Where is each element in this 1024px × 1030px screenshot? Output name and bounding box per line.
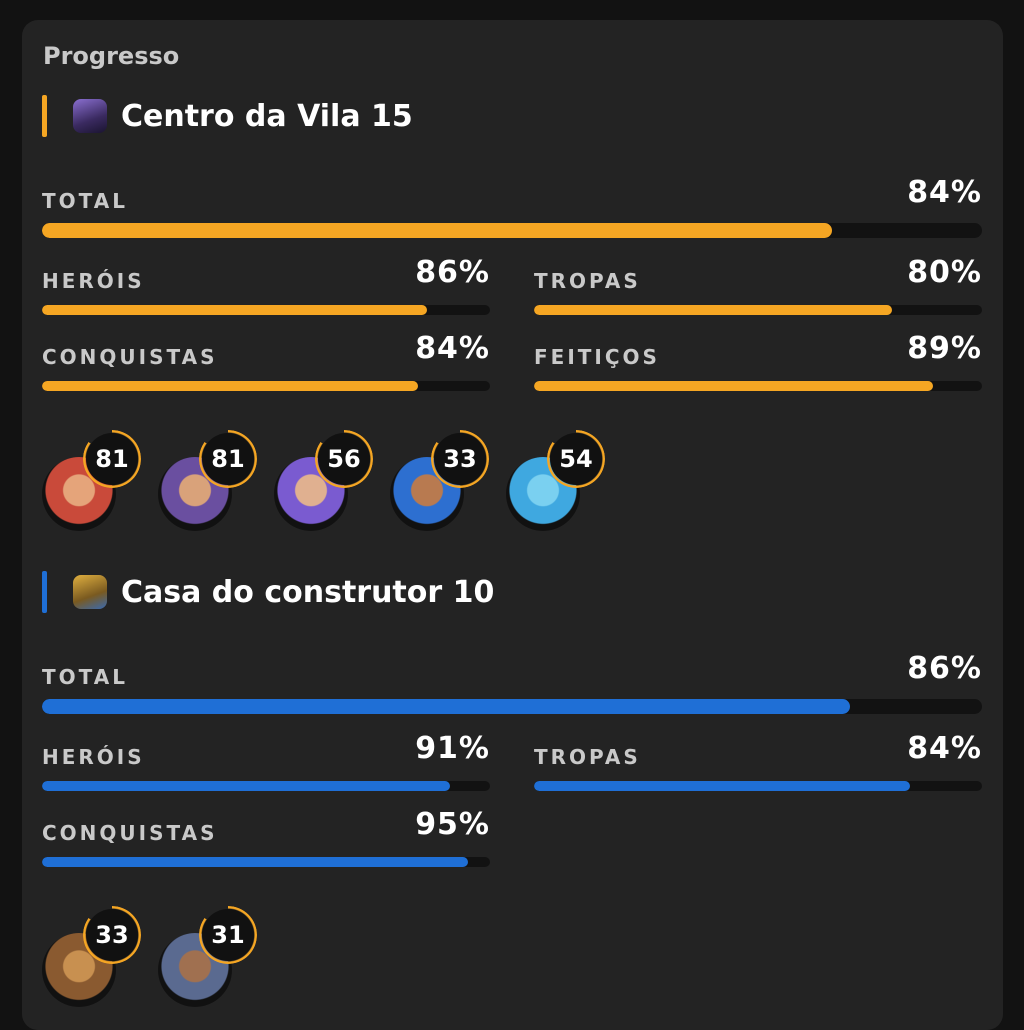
stat-heróis: HERÓIS 86% [42,255,490,315]
level-progress-ring [199,430,257,488]
section-header: Centro da Vila 15 [42,95,413,137]
section-accent-bar [42,95,47,137]
progress-bar [42,305,490,315]
level-progress-ring [83,906,141,964]
hero-level-badge: 54 [547,430,605,488]
stat-label: HERÓIS [42,269,145,293]
progress-bar [534,381,982,391]
level-progress-ring [431,430,489,488]
section-title: Casa do construtor 10 [121,574,495,610]
stat-tropas: TROPAS 80% [534,255,982,315]
stat-heróis: HERÓIS 91% [42,731,490,791]
stat-percent: 95% [415,807,490,842]
progress-bar [42,781,490,791]
stat-percent: 86% [415,255,490,290]
progress-bar-fill [42,781,450,791]
stat-label: FEITIÇOS [534,345,660,369]
progress-card: Progresso Centro da Vila 15 TOTAL 84% HERÓI… [22,20,1003,1030]
stat-label: CONQUISTAS [42,821,218,845]
level-progress-ring [315,430,373,488]
section-header: Casa do construtor 10 [42,571,494,613]
hero-level-badge: 33 [431,430,489,488]
hero-level: 31 [211,921,245,949]
hero-level: 33 [443,445,477,473]
stat-percent: 84% [415,331,490,366]
stat-percent: 84% [907,175,982,210]
progress-bar-fill [534,305,893,315]
stat-tropas: TROPAS 84% [534,731,982,791]
stat-label: HERÓIS [42,745,145,769]
progress-bar-fill [42,305,428,315]
hero-royal-champion[interactable]: 33 [390,430,510,539]
hero-level: 56 [327,445,361,473]
stat-label: CONQUISTAS [42,345,218,369]
hero-archer-queen[interactable]: 81 [158,430,278,539]
hero-level-badge: 56 [315,430,373,488]
hero-level-badge: 31 [199,906,257,964]
stat-percent: 91% [415,731,490,766]
stat-conquistas: CONQUISTAS 84% [42,331,490,391]
hero-minion-prince[interactable]: 54 [506,430,626,539]
stat-total: TOTAL 84% [42,175,982,238]
section-title: Centro da Vila 15 [121,98,413,134]
hero-level: 33 [95,921,129,949]
stat-label: TROPAS [534,745,641,769]
hero-grand-warden[interactable]: 56 [274,430,394,539]
hero-barbarian-king[interactable]: 81 [42,430,162,539]
stat-label: TOTAL [42,665,128,689]
progress-bar [534,781,982,791]
progress-bar-fill [42,857,468,867]
stat-percent: 80% [907,255,982,290]
stat-label: TOTAL [42,189,128,213]
stat-feitiços: FEITIÇOS 89% [534,331,982,391]
hero-level-badge: 33 [83,906,141,964]
hero-level: 81 [95,445,129,473]
stat-conquistas: CONQUISTAS 95% [42,807,490,867]
hero-level-badge: 81 [83,430,141,488]
progress-bar [534,305,982,315]
progress-bar [42,857,490,867]
progress-bar [42,223,982,238]
progress-bar-fill [42,699,851,714]
progress-bar [42,699,982,714]
stat-total: TOTAL 86% [42,651,982,714]
town-hall-icon [73,99,107,133]
section-accent-bar [42,571,47,613]
page-title: Progresso [43,42,180,70]
hero-level: 54 [559,445,593,473]
progress-bar-fill [534,381,933,391]
progress-bar-fill [42,381,419,391]
level-progress-ring [199,906,257,964]
level-progress-ring [83,430,141,488]
stat-percent: 89% [907,331,982,366]
hero-battle-machine[interactable]: 33 [42,906,162,1015]
hero-battle-copter[interactable]: 31 [158,906,278,1015]
stat-label: TROPAS [534,269,641,293]
progress-bar-fill [534,781,911,791]
level-progress-ring [547,430,605,488]
stat-percent: 84% [907,731,982,766]
hero-level: 81 [211,445,245,473]
builder-hall-icon [73,575,107,609]
progress-bar-fill [42,223,832,238]
progress-bar [42,381,490,391]
hero-level-badge: 81 [199,430,257,488]
stat-percent: 86% [907,651,982,686]
